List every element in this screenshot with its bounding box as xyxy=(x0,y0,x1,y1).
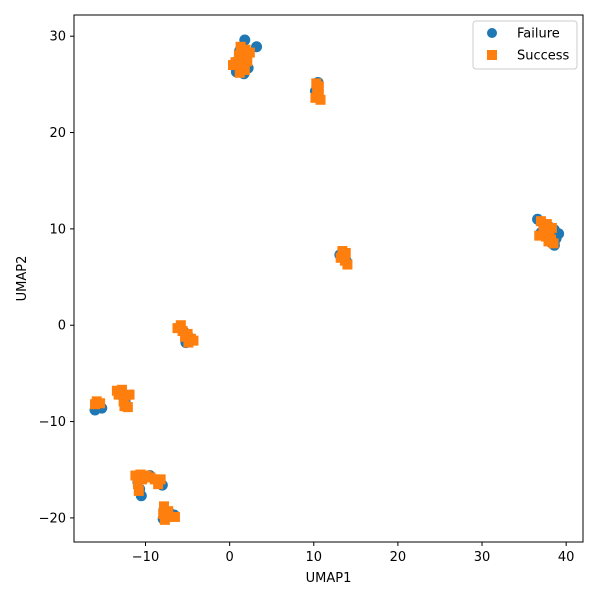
plot-frame xyxy=(73,14,584,543)
point-success-62 xyxy=(163,506,174,517)
point-success-31 xyxy=(342,259,353,270)
legend: Failure Success xyxy=(472,20,578,70)
point-success-7 xyxy=(228,60,239,71)
x-tick-label: 0 xyxy=(226,550,234,565)
y-tick-label: −20 xyxy=(39,511,66,526)
point-success-65 xyxy=(169,511,180,522)
x-tick-label: 10 xyxy=(306,550,323,565)
y-tick-label: −10 xyxy=(39,415,66,430)
legend-marker-success xyxy=(487,50,497,60)
x-tick-label: 40 xyxy=(558,550,575,565)
x-axis-label: UMAP1 xyxy=(306,571,352,586)
point-success-36 xyxy=(180,331,191,342)
point-success-20 xyxy=(538,224,549,235)
y-tick-label: 0 xyxy=(58,319,66,334)
legend-box xyxy=(472,20,578,70)
legend-label-failure: Failure xyxy=(517,27,560,42)
series-success xyxy=(90,41,559,525)
point-success-45 xyxy=(113,389,124,400)
legend-marker-failure xyxy=(487,28,497,38)
series-failure xyxy=(89,34,565,525)
point-success-39 xyxy=(183,337,194,348)
point-success-5 xyxy=(242,56,253,67)
point-success-18 xyxy=(541,219,552,230)
point-success-0 xyxy=(235,41,246,52)
x-tick-label: −10 xyxy=(132,550,159,565)
ticks-layer: −10 0 10 20 30 40 −20 −10 0 10 20 30 xyxy=(39,30,575,565)
point-success-66 xyxy=(159,514,170,525)
x-tick-label: 30 xyxy=(474,550,491,565)
point-success-28 xyxy=(340,247,351,258)
point-success-34 xyxy=(177,326,188,337)
point-success-26 xyxy=(543,236,554,247)
y-tick-label: 10 xyxy=(49,222,66,237)
point-success-16 xyxy=(315,94,326,105)
point-success-33 xyxy=(172,323,183,334)
point-success-10 xyxy=(234,67,245,78)
point-success-38 xyxy=(188,335,199,346)
points-layer xyxy=(89,34,565,525)
x-tick-label: 20 xyxy=(390,550,407,565)
point-success-51 xyxy=(130,470,141,481)
point-success-9 xyxy=(239,64,250,75)
y-tick-label: 30 xyxy=(49,30,66,45)
point-success-59 xyxy=(153,479,164,490)
point-success-42 xyxy=(95,398,106,409)
point-success-47 xyxy=(124,389,135,400)
y-tick-label: 20 xyxy=(49,126,66,141)
y-axis-label: UMAP2 xyxy=(15,256,30,302)
point-success-2 xyxy=(244,47,255,58)
point-success-41 xyxy=(90,399,101,410)
point-success-15 xyxy=(310,92,321,103)
point-success-22 xyxy=(534,230,545,241)
point-success-60 xyxy=(133,485,144,496)
point-success-55 xyxy=(132,479,143,490)
point-success-17 xyxy=(535,216,546,227)
point-success-50 xyxy=(122,402,133,413)
point-success-25 xyxy=(548,238,559,249)
legend-label-success: Success xyxy=(517,49,570,64)
point-success-63 xyxy=(158,509,169,520)
